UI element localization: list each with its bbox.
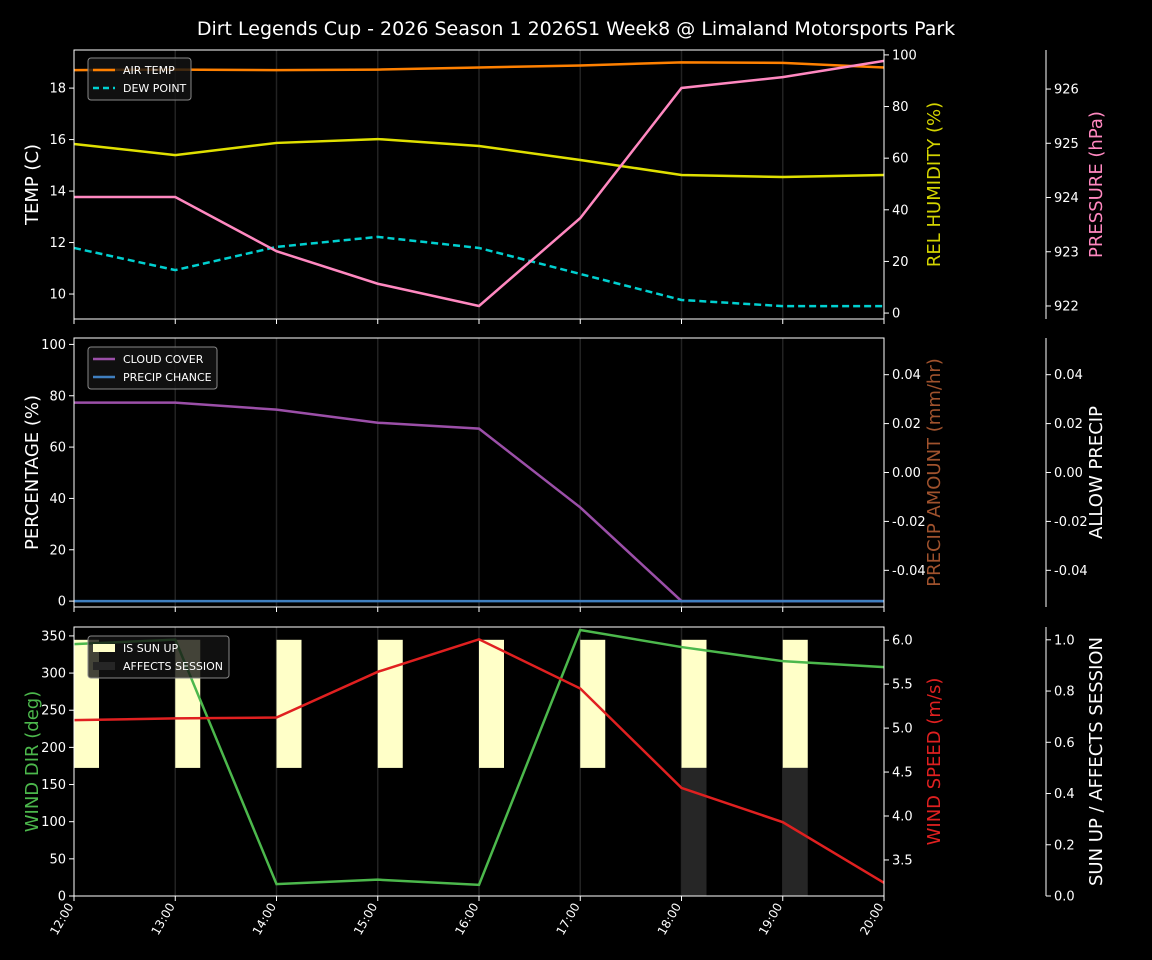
axis-label: WIND DIR (deg)	[22, 691, 43, 833]
y-tick-label: 80	[49, 389, 66, 404]
y-tick-label: 200	[41, 741, 66, 756]
series-wind-speed	[73, 637, 885, 884]
y-tick-label: -0.02	[1054, 515, 1088, 530]
y-tick-label: 300	[41, 667, 66, 682]
legend-label: AFFECTS SESSION	[123, 660, 223, 673]
legend-label: PRECIP CHANCE	[123, 371, 212, 384]
y-tick-label: -0.02	[892, 515, 926, 530]
y-tick-label: 0.00	[1054, 466, 1083, 481]
legend-label: IS SUN UP	[123, 642, 179, 655]
bar-is-sun-up	[276, 639, 302, 768]
legend-label: DEW POINT	[123, 82, 187, 95]
x-tick-label: 18:00	[655, 901, 684, 938]
y-tick-label: 100	[41, 815, 66, 830]
y-tick-label: 0	[892, 307, 900, 322]
axis-label: PERCENTAGE (%)	[22, 395, 43, 550]
y-tick-label: 18	[49, 82, 66, 97]
legend-swatch	[93, 644, 115, 652]
axis-label: PRECIP AMOUNT (mm/hr)	[924, 358, 945, 587]
x-tick-label: 20:00	[857, 901, 886, 938]
y-tick-label: 0.04	[1054, 368, 1083, 383]
y-tick-label: 10	[49, 288, 66, 303]
y-tick-label: -0.04	[892, 564, 926, 579]
bar-is-sun-up	[681, 639, 707, 768]
y-tick-label: 924	[1054, 191, 1079, 206]
axis-label: SUN UP / AFFECTS SESSION	[1086, 637, 1107, 886]
y-tick-label: 100	[41, 338, 66, 353]
series-pressure	[74, 59, 885, 308]
y-tick-label: 0.04	[892, 368, 921, 383]
y-tick-label: 350	[41, 629, 66, 644]
legend-label: CLOUD COVER	[123, 353, 204, 366]
bar-is-sun-up	[479, 639, 504, 768]
y-tick-label: 20	[892, 255, 909, 270]
series-air-temp	[73, 61, 885, 72]
y-tick-label: 40	[892, 203, 909, 218]
y-tick-label: 925	[1054, 137, 1079, 152]
axis-label: WIND SPEED (m/s)	[924, 678, 945, 846]
axis-label: REL HUMIDITY (%)	[924, 102, 945, 267]
x-tick-label: 15:00	[351, 901, 380, 938]
y-tick-label: 926	[1054, 83, 1079, 98]
axis-label: ALLOW PRECIP	[1086, 406, 1107, 539]
y-tick-label: 922	[1054, 299, 1079, 314]
y-tick-label: 0.4	[1054, 787, 1075, 802]
y-tick-label: 80	[892, 100, 909, 115]
y-tick-label: 0	[58, 595, 66, 610]
x-tick-label: 16:00	[452, 901, 481, 938]
x-tick-label: 19:00	[756, 901, 785, 938]
y-tick-label: 0	[58, 890, 66, 905]
y-tick-label: 16	[49, 133, 66, 148]
y-tick-label: 60	[892, 152, 909, 167]
series-rel-humidity	[73, 137, 885, 179]
y-tick-label: 6.0	[892, 634, 913, 649]
y-tick-label: 14	[49, 185, 66, 200]
y-tick-label: 12	[49, 236, 66, 251]
series-wind-dir	[73, 628, 885, 887]
y-tick-label: 250	[41, 704, 66, 719]
y-tick-label: 20	[49, 543, 66, 558]
y-tick-label: 0.2	[1054, 838, 1075, 853]
y-tick-label: 5.5	[892, 678, 913, 693]
bar-affects-session	[681, 767, 707, 896]
y-tick-label: 5.0	[892, 722, 913, 737]
bar-is-sun-up	[580, 639, 606, 768]
y-tick-label: 60	[49, 441, 66, 456]
y-tick-label: 0.02	[1054, 417, 1083, 432]
y-tick-label: 150	[41, 778, 66, 793]
legend-swatch	[93, 662, 115, 670]
y-tick-label: 1.0	[1054, 633, 1075, 648]
axis-label: TEMP (C)	[22, 144, 43, 226]
y-tick-label: 923	[1054, 245, 1079, 260]
legend	[87, 57, 192, 101]
y-tick-label: 40	[49, 492, 66, 507]
x-tick-label: 14:00	[250, 901, 279, 938]
y-tick-label: 0.00	[892, 466, 921, 481]
y-tick-label: 4.0	[892, 810, 913, 825]
y-tick-label: 0.8	[1054, 685, 1075, 700]
x-tick-label: 12:00	[47, 901, 76, 938]
y-tick-label: 0.6	[1054, 736, 1075, 751]
y-tick-label: 3.5	[892, 853, 913, 868]
x-tick-label: 13:00	[148, 901, 177, 938]
chart-title: Dirt Legends Cup - 2026 Season 1 2026S1 …	[197, 18, 955, 40]
y-tick-label: 4.5	[892, 766, 913, 781]
legend	[87, 346, 218, 390]
axis-label: PRESSURE (hPa)	[1086, 111, 1107, 258]
y-tick-label: -0.04	[1054, 564, 1088, 579]
bar-is-sun-up	[782, 639, 808, 768]
bar-affects-session	[782, 767, 808, 896]
legend-label: AIR TEMP	[123, 64, 175, 77]
series-dew-point	[73, 235, 884, 308]
x-tick-label: 17:00	[553, 901, 582, 938]
y-tick-label: 0.02	[892, 417, 921, 432]
legend	[87, 635, 230, 679]
y-tick-label: 50	[49, 852, 66, 867]
y-tick-label: 100	[892, 48, 917, 63]
y-tick-label: 0.0	[1054, 890, 1075, 905]
bar-is-sun-up	[377, 639, 403, 768]
